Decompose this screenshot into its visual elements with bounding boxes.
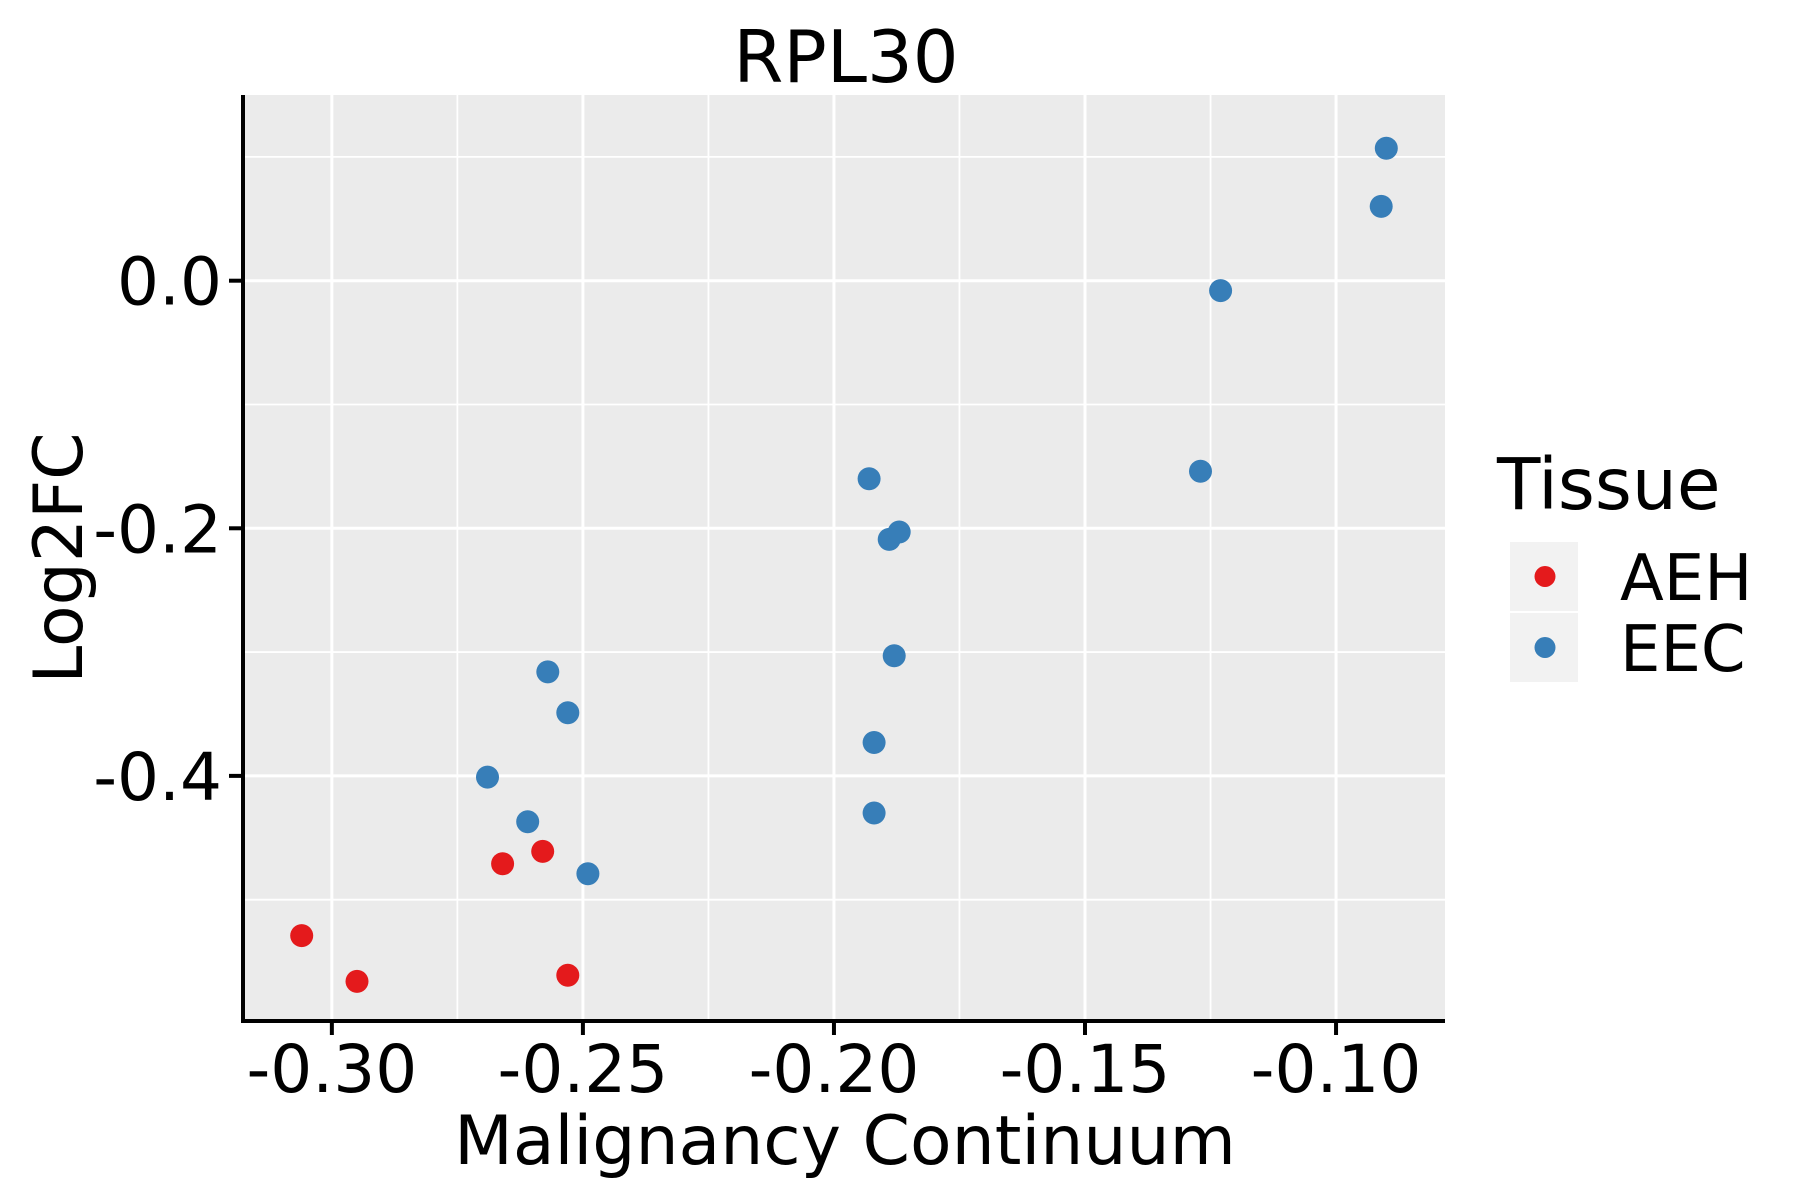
point-aeh: [491, 852, 515, 876]
point-eec: [1374, 136, 1398, 160]
point-eec: [887, 520, 911, 544]
x-tick-label: -0.15: [1000, 1031, 1171, 1108]
legend-title: Tissue: [1496, 443, 1721, 526]
plot-panel: [245, 95, 1445, 1021]
point-eec: [882, 644, 906, 668]
point-eec: [476, 765, 499, 789]
point-eec: [536, 660, 560, 684]
legend-label-eec: EEC: [1620, 613, 1746, 687]
legend-dot-eec: [1534, 637, 1556, 658]
point-aeh: [531, 839, 555, 863]
point-eec: [862, 801, 886, 825]
point-aeh: [290, 924, 314, 948]
x-tick-label: -0.25: [498, 1031, 669, 1108]
point-eec: [862, 731, 886, 754]
legend: Tissue AEH EEC: [1496, 443, 1752, 687]
point-eec: [576, 862, 600, 886]
point-aeh: [345, 969, 369, 993]
point-eec: [857, 467, 881, 491]
y-tick-label: 0.0: [117, 244, 222, 321]
y-tick-labels: 0.0 -0.2 -0.4: [93, 244, 222, 816]
y-axis-title: Log2FC: [20, 432, 99, 683]
plot-title: RPL30: [733, 15, 958, 99]
y-tick-label: -0.4: [93, 739, 222, 816]
data-points: [290, 136, 1398, 993]
x-tick-label: -0.30: [246, 1031, 417, 1108]
minor-gridlines: [245, 95, 1445, 1021]
point-eec: [556, 701, 580, 725]
x-axis-title: Malignancy Continuum: [454, 1102, 1236, 1181]
tick-marks: [229, 278, 1339, 1035]
point-eec: [1189, 459, 1212, 483]
x-tick-label: -0.10: [1251, 1031, 1422, 1108]
legend-dot-aeh: [1534, 566, 1556, 587]
legend-label-aeh: AEH: [1620, 542, 1752, 616]
x-tick-label: -0.20: [749, 1031, 920, 1108]
point-eec: [516, 810, 540, 834]
x-tick-labels: -0.30 -0.25 -0.20 -0.15 -0.10: [246, 1031, 1421, 1108]
point-eec: [1209, 279, 1233, 303]
point-aeh: [556, 963, 580, 987]
point-eec: [1369, 194, 1393, 218]
y-tick-label: -0.2: [93, 491, 222, 568]
